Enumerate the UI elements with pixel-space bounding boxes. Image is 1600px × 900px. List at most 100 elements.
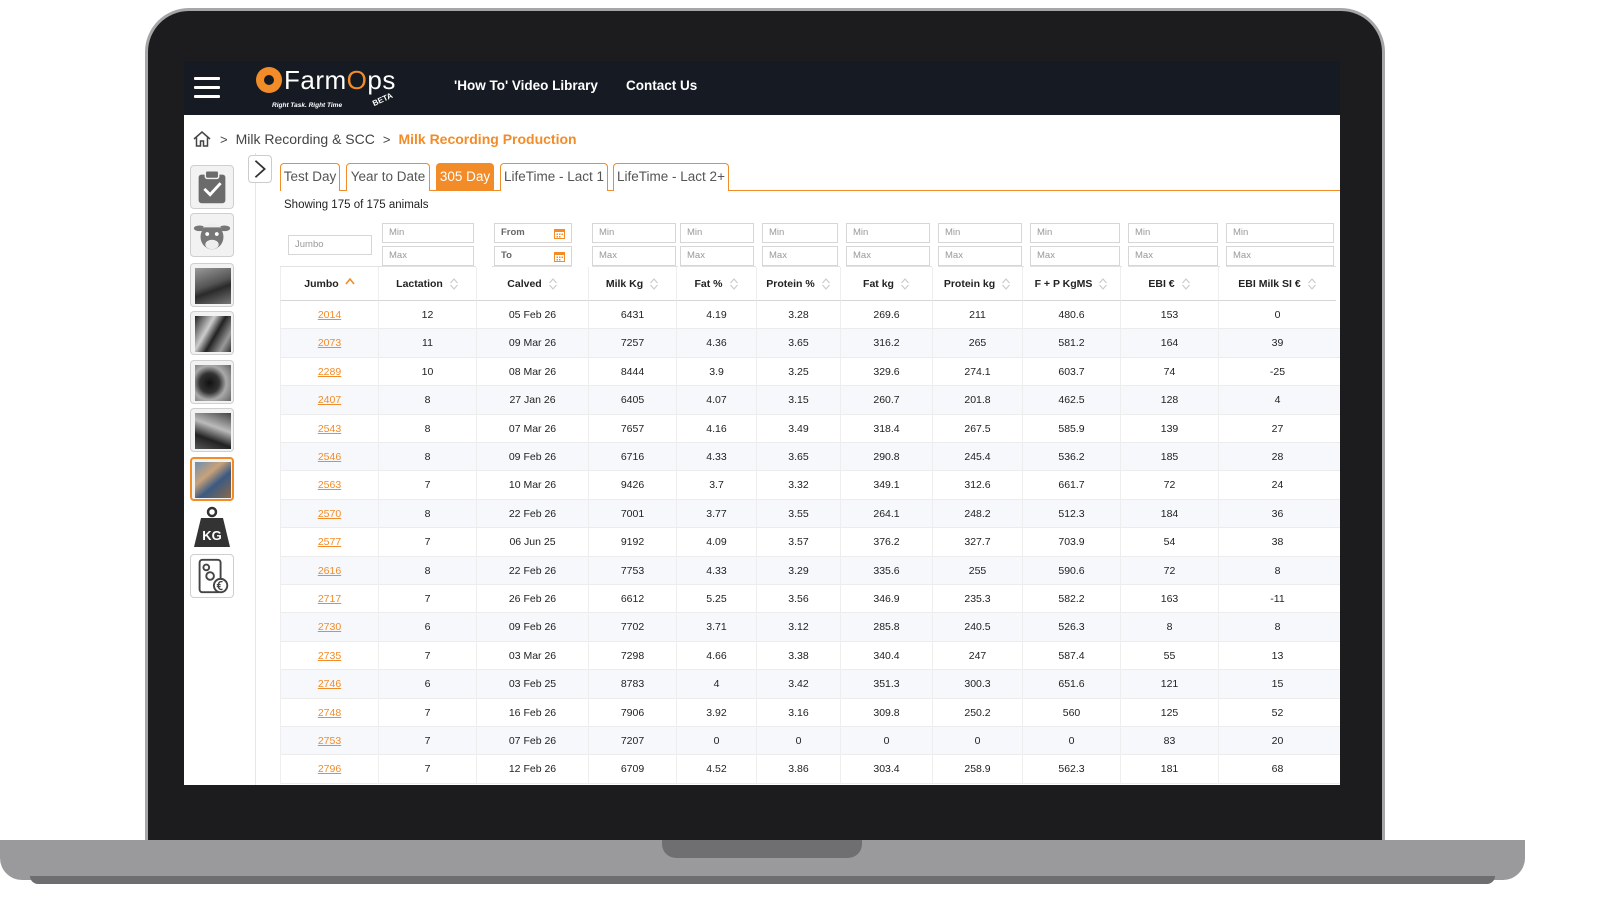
sort-ascending-icon[interactable]	[345, 277, 355, 291]
nav-contact-link[interactable]: Contact Us	[626, 78, 698, 93]
table-row[interactable]: 2748 7 16 Feb 26 7906 3.92 3.16 309.8 250.2 560 1…	[280, 698, 1340, 727]
table-row[interactable]: 2746 6 03 Feb 25 8783 4 3.42 351.3 300.3 651.6 12…	[280, 670, 1340, 699]
jumbo-link[interactable]: 2289	[317, 365, 342, 378]
sidebar-item-weight[interactable]: KG	[190, 505, 234, 549]
lactation-min-input[interactable]: Min	[382, 223, 474, 243]
lactation-max-input[interactable]: Max	[382, 246, 474, 266]
sidebar-item-cow[interactable]	[190, 213, 234, 257]
table-row[interactable]: 2563 7 10 Mar 26 9426 3.7 3.32 349.1 312.6 661.7…	[280, 471, 1340, 500]
nav-video-library-link[interactable]: 'How To' Video Library	[454, 78, 598, 93]
jumbo-link[interactable]: 2563	[317, 479, 342, 492]
sort-icon[interactable]	[649, 277, 659, 291]
breadcrumb-parent-link[interactable]: Milk Recording & SCC	[235, 131, 375, 147]
jumbo-link[interactable]: 2577	[317, 536, 342, 549]
column-header-protein-pct[interactable]: Protein %	[756, 267, 840, 301]
sort-icon[interactable]	[548, 277, 558, 291]
jumbo-link[interactable]: 2546	[317, 451, 342, 463]
table-row[interactable]: 2753 7 07 Feb 26 7207 0 0 0 0 0 83 20	[280, 727, 1340, 756]
tab-305-day[interactable]: 305 Day	[436, 163, 494, 191]
calendar-icon[interactable]	[554, 228, 565, 239]
column-header-lactation[interactable]: Lactation	[378, 267, 476, 301]
table-row[interactable]: 2570 8 22 Feb 26 7001 3.77 3.55 264.1 248.2 512.…	[280, 499, 1340, 529]
ebi-max-input[interactable]: Max	[1128, 246, 1218, 266]
tab-lifetime-lact-2plus[interactable]: LifeTime - Lact 2+	[613, 163, 729, 191]
table-row[interactable]: 2289 10 08 Mar 26 8444 3.9 3.25 329.6 274.1 603.…	[280, 357, 1340, 387]
farmops-logo[interactable]: FarmOps Right Task. Right Time BETA	[256, 65, 406, 113]
sort-icon[interactable]	[729, 277, 739, 291]
jumbo-link[interactable]: 2748	[317, 706, 342, 719]
sidebar-item-herd-4[interactable]	[190, 408, 234, 452]
fat-kg-max-input[interactable]: Max	[846, 246, 930, 266]
table-row[interactable]: 2735 7 03 Mar 26 7298 4.66 3.38 340.4 247 587.4 5…	[280, 641, 1340, 671]
jumbo-link[interactable]: 2735	[317, 649, 342, 662]
table-row[interactable]: 2543 8 07 Mar 26 7657 4.16 3.49 318.4 267.5 585.…	[280, 414, 1340, 443]
table-row[interactable]: 2546 8 09 Feb 26 6716 4.33 3.65 290.8 245.4 536.…	[280, 443, 1340, 472]
fp-kgms-max-input[interactable]: Max	[1030, 246, 1120, 266]
column-header-milk-kg[interactable]: Milk Kg	[588, 267, 676, 301]
sort-icon[interactable]	[900, 277, 910, 291]
protein-pct-max-input[interactable]: Max	[762, 246, 838, 266]
jumbo-link[interactable]: 2746	[317, 678, 342, 691]
column-header-fat-kg[interactable]: Fat kg	[840, 267, 932, 301]
column-header-calved[interactable]: Calved	[476, 267, 588, 301]
sidebar-item-herd-1[interactable]	[190, 263, 234, 307]
jumbo-link[interactable]: 2796	[317, 763, 342, 776]
sidebar-item-herd-2[interactable]	[190, 311, 234, 355]
jumbo-link[interactable]: 2616	[317, 564, 342, 577]
table-row[interactable]: 2616 8 22 Feb 26 7753 4.33 3.29 335.6 255 590.6 7…	[280, 556, 1340, 585]
sidebar-item-farmer[interactable]	[190, 457, 234, 501]
jumbo-link[interactable]: 2753	[317, 735, 342, 747]
tab-test-day[interactable]: Test Day	[280, 163, 340, 191]
jumbo-link[interactable]: 2407	[317, 394, 342, 407]
jumbo-link[interactable]: 2073	[317, 337, 342, 350]
column-header-fat-pct[interactable]: Fat %	[676, 267, 756, 301]
fat-pct-max-input[interactable]: Max	[680, 246, 754, 266]
sidebar-item-tasks[interactable]	[190, 165, 234, 209]
table-row[interactable]: 2717 7 26 Feb 26 6612 5.25 3.56 346.9 235.3 582.…	[280, 585, 1340, 614]
column-header-fp-kgms[interactable]: F + P KgMS	[1022, 267, 1120, 301]
calved-to-input[interactable]: To	[494, 246, 572, 266]
sort-icon[interactable]	[821, 277, 831, 291]
jumbo-link[interactable]: 2717	[317, 593, 342, 605]
fp-kgms-min-input[interactable]: Min	[1030, 223, 1120, 243]
jumbo-link[interactable]: 2543	[317, 422, 342, 435]
fat-pct-min-input[interactable]: Min	[680, 223, 754, 243]
hamburger-menu-icon[interactable]	[194, 77, 220, 99]
jumbo-link[interactable]: 2570	[317, 507, 342, 520]
jumbo-link[interactable]: 2730	[317, 621, 342, 634]
sort-icon[interactable]	[1098, 277, 1108, 291]
table-row[interactable]: 2014 12 05 Feb 26 6431 4.19 3.28 269.6 211 480.6…	[280, 301, 1340, 330]
sidebar-toggle-button[interactable]	[248, 155, 272, 183]
milk-kg-min-input[interactable]: Min	[592, 223, 676, 243]
fat-kg-min-input[interactable]: Min	[846, 223, 930, 243]
ebi-milk-si-min-input[interactable]: Min	[1226, 223, 1334, 243]
table-row[interactable]: 2796 7 12 Feb 26 6709 4.52 3.86 303.4 258.9 562.…	[280, 755, 1340, 784]
ebi-milk-si-max-input[interactable]: Max	[1226, 246, 1334, 266]
sort-icon[interactable]	[1001, 277, 1011, 291]
tab-year-to-date[interactable]: Year to Date	[346, 163, 430, 191]
protein-pct-min-input[interactable]: Min	[762, 223, 838, 243]
home-icon[interactable]	[192, 130, 212, 148]
table-row[interactable]: 2407 8 27 Jan 26 6405 4.07 3.15 260.7 201.8 462.…	[280, 386, 1340, 415]
column-header-ebi-milk-si[interactable]: EBI Milk SI €	[1218, 267, 1336, 301]
column-header-jumbo[interactable]: Jumbo	[280, 267, 378, 301]
milk-kg-max-input[interactable]: Max	[592, 246, 676, 266]
sidebar-item-herd-3[interactable]	[190, 360, 234, 404]
jumbo-link[interactable]: 2014	[317, 309, 342, 321]
calved-from-input[interactable]: From	[494, 223, 572, 243]
jumbo-filter-input[interactable]: Jumbo	[288, 235, 372, 255]
table-row[interactable]: 2577 7 06 Jun 25 9192 4.09 3.57 376.2 327.7 703.…	[280, 528, 1340, 557]
sidebar-item-finance[interactable]	[190, 554, 234, 598]
protein-kg-max-input[interactable]: Max	[938, 246, 1022, 266]
column-header-protein-kg[interactable]: Protein kg	[932, 267, 1022, 301]
column-header-ebi[interactable]: EBI €	[1120, 267, 1218, 301]
sort-icon[interactable]	[449, 277, 459, 291]
protein-kg-min-input[interactable]: Min	[938, 223, 1022, 243]
tab-lifetime-lact-1[interactable]: LifeTime - Lact 1	[500, 163, 608, 191]
sort-icon[interactable]	[1181, 277, 1191, 291]
table-row[interactable]: 2073 11 09 Mar 26 7257 4.36 3.65 316.2 265 581.2…	[280, 329, 1340, 358]
ebi-min-input[interactable]: Min	[1128, 223, 1218, 243]
sort-icon[interactable]	[1307, 277, 1317, 291]
table-row[interactable]: 2730 6 09 Feb 26 7702 3.71 3.12 285.8 240.5 526.…	[280, 613, 1340, 642]
calendar-icon[interactable]	[554, 251, 565, 262]
